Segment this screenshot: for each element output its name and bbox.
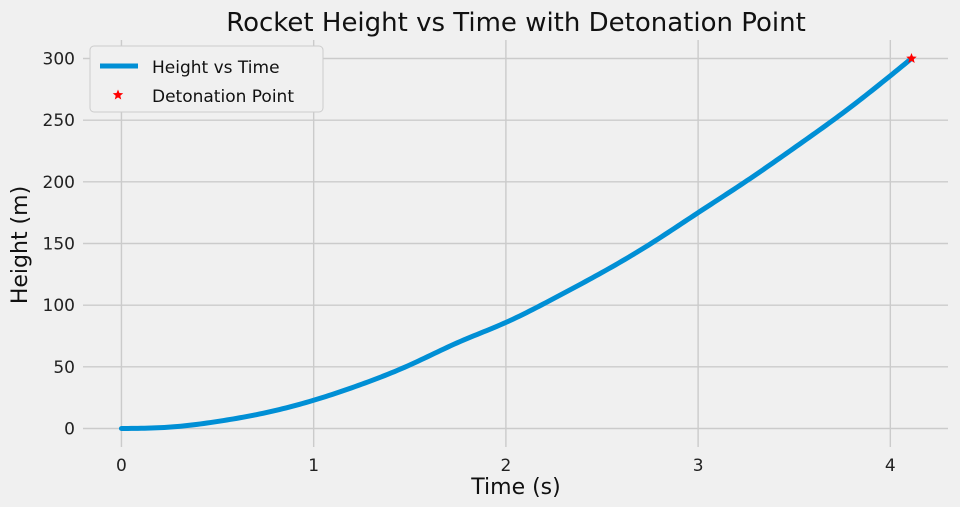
- series-line-height-vs-time: [118, 56, 914, 431]
- y-tick-label: 100: [43, 296, 75, 316]
- x-tick-labels: 0 1 2 3 4: [116, 456, 896, 476]
- legend-label-height-vs-time: Height vs Time: [152, 58, 280, 78]
- x-tick-label: 0: [116, 456, 127, 476]
- detonation-point-markers: [906, 53, 917, 63]
- x-tick-label: 2: [500, 456, 511, 476]
- y-tick-label: 200: [43, 173, 75, 193]
- x-tick-label: 4: [885, 456, 896, 476]
- grid: [83, 40, 948, 447]
- detonation-point-marker: [906, 53, 917, 63]
- legend: Height vs Time Detonation Point: [89, 45, 324, 113]
- y-tick-label: 300: [43, 50, 75, 70]
- y-tick-label: 0: [64, 420, 75, 440]
- legend-label-detonation-point: Detonation Point: [152, 87, 294, 107]
- legend-star-marker: [112, 89, 124, 100]
- x-axis-label: Time (s): [470, 475, 560, 500]
- y-tick-labels: 0 50 100 150 200 250 300: [43, 50, 75, 440]
- y-tick-label: 250: [43, 111, 75, 131]
- x-tick-label: 1: [308, 456, 319, 476]
- legend-box: [89, 45, 324, 113]
- y-axis-label: Height (m): [8, 186, 33, 304]
- y-tick-label: 150: [43, 235, 75, 255]
- x-tick-label: 3: [693, 456, 704, 476]
- y-tick-label: 50: [53, 358, 75, 378]
- chart-title: Rocket Height vs Time with Detonation Po…: [226, 8, 806, 38]
